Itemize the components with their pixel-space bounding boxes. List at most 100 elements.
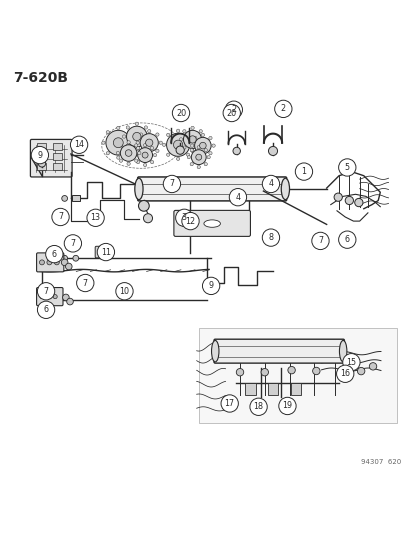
Circle shape	[197, 146, 200, 149]
Circle shape	[223, 104, 240, 122]
Text: 5: 5	[344, 163, 349, 172]
Circle shape	[194, 138, 211, 154]
Text: 14: 14	[74, 140, 84, 149]
Text: 19: 19	[282, 401, 292, 410]
Circle shape	[208, 151, 211, 155]
FancyBboxPatch shape	[36, 253, 64, 272]
Circle shape	[62, 255, 67, 261]
Circle shape	[190, 163, 193, 166]
Circle shape	[122, 135, 126, 138]
Circle shape	[37, 301, 55, 319]
Circle shape	[193, 136, 197, 140]
Circle shape	[199, 142, 206, 149]
Circle shape	[186, 133, 189, 136]
Circle shape	[150, 147, 153, 150]
Circle shape	[294, 163, 312, 180]
Circle shape	[191, 150, 206, 165]
Circle shape	[229, 189, 246, 206]
Circle shape	[190, 144, 193, 147]
Circle shape	[172, 104, 189, 122]
Circle shape	[182, 146, 185, 149]
Circle shape	[139, 133, 142, 136]
FancyBboxPatch shape	[30, 140, 72, 177]
Circle shape	[143, 143, 146, 147]
Circle shape	[354, 198, 362, 207]
Text: 11: 11	[101, 247, 111, 256]
Circle shape	[312, 367, 319, 375]
Circle shape	[206, 156, 210, 159]
Circle shape	[65, 263, 72, 270]
Circle shape	[53, 295, 57, 298]
Circle shape	[199, 146, 202, 149]
Bar	[36, 143, 45, 150]
Circle shape	[225, 101, 242, 118]
Circle shape	[176, 157, 179, 160]
Circle shape	[166, 153, 169, 156]
Circle shape	[138, 200, 149, 211]
Circle shape	[73, 255, 78, 261]
Ellipse shape	[280, 178, 289, 200]
Circle shape	[176, 129, 179, 132]
Circle shape	[119, 159, 122, 162]
Circle shape	[190, 149, 194, 152]
Bar	[53, 152, 62, 160]
FancyBboxPatch shape	[36, 287, 63, 306]
Circle shape	[143, 163, 146, 167]
Circle shape	[166, 133, 189, 156]
Circle shape	[54, 260, 59, 265]
Text: 13: 13	[90, 213, 100, 222]
Circle shape	[106, 131, 109, 134]
Text: 9: 9	[37, 151, 43, 159]
Circle shape	[221, 395, 238, 412]
Text: 15: 15	[346, 358, 356, 367]
Bar	[290, 383, 300, 395]
Text: 1: 1	[301, 167, 306, 176]
Circle shape	[208, 136, 211, 140]
Text: 18: 18	[253, 402, 263, 411]
Circle shape	[147, 135, 151, 138]
Circle shape	[262, 175, 279, 192]
Circle shape	[333, 193, 342, 201]
Circle shape	[144, 126, 147, 129]
Circle shape	[274, 100, 291, 118]
Circle shape	[31, 147, 48, 164]
Circle shape	[188, 136, 196, 143]
Circle shape	[119, 144, 122, 147]
Circle shape	[173, 140, 182, 149]
Circle shape	[193, 151, 197, 155]
Circle shape	[201, 133, 204, 136]
Circle shape	[138, 151, 141, 155]
Circle shape	[179, 138, 182, 141]
Circle shape	[190, 143, 193, 147]
Circle shape	[113, 138, 123, 148]
Circle shape	[47, 260, 52, 265]
Bar	[36, 152, 45, 160]
Circle shape	[136, 147, 140, 150]
Bar	[245, 383, 255, 395]
Text: 7: 7	[43, 287, 48, 296]
Circle shape	[144, 144, 147, 147]
Text: 16: 16	[339, 369, 349, 378]
Circle shape	[176, 146, 184, 154]
Text: 6: 6	[344, 235, 349, 244]
Circle shape	[62, 196, 67, 201]
Circle shape	[87, 209, 104, 227]
Circle shape	[187, 156, 190, 159]
Circle shape	[202, 277, 219, 295]
Bar	[71, 195, 80, 201]
Circle shape	[202, 138, 205, 141]
Text: 20: 20	[226, 109, 236, 117]
Circle shape	[183, 131, 201, 149]
Ellipse shape	[204, 220, 220, 227]
Circle shape	[190, 149, 193, 152]
Circle shape	[45, 246, 63, 263]
Text: 6: 6	[52, 249, 57, 259]
Circle shape	[155, 133, 159, 136]
Circle shape	[181, 213, 199, 230]
Bar	[53, 143, 62, 150]
Circle shape	[204, 149, 207, 152]
Circle shape	[145, 139, 152, 147]
Circle shape	[135, 148, 138, 151]
Circle shape	[201, 155, 204, 158]
Circle shape	[182, 130, 185, 133]
